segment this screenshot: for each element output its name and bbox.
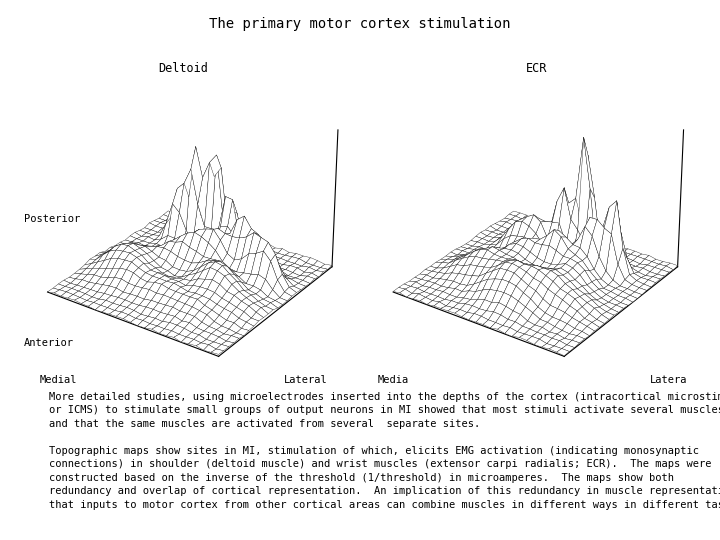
Text: More detailed studies, using microelectrodes inserted into the depths of the cor: More detailed studies, using microelectr… bbox=[49, 392, 720, 429]
Text: The primary motor cortex stimulation: The primary motor cortex stimulation bbox=[210, 17, 510, 31]
Text: Latera: Latera bbox=[650, 375, 688, 386]
Text: Media: Media bbox=[378, 375, 409, 386]
Text: Deltoid: Deltoid bbox=[158, 62, 209, 75]
Text: Posterior: Posterior bbox=[24, 214, 80, 224]
Text: ECR: ECR bbox=[526, 62, 547, 75]
Text: Anterior: Anterior bbox=[24, 338, 73, 348]
Text: Topographic maps show sites in MI, stimulation of which, elicits EMG activation : Topographic maps show sites in MI, stimu… bbox=[49, 446, 720, 510]
Text: Lateral: Lateral bbox=[284, 375, 328, 386]
Text: Medial: Medial bbox=[40, 375, 77, 386]
